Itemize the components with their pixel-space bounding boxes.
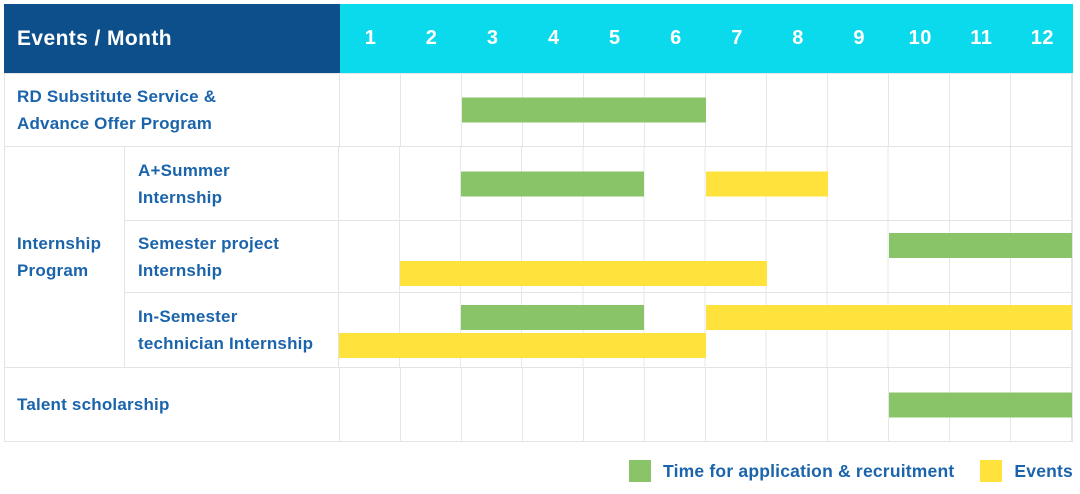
row-label-rd-substitute: RD Substitute Service & Advance Offer Pr… (5, 74, 340, 146)
gantt-track-rd-substitute (340, 74, 1072, 146)
legend-label-application: Time for application & recruitment (663, 460, 955, 481)
gantt-bar-application (462, 97, 706, 123)
internship-program-subrows: A+Summer Internship Semester project Int… (125, 147, 1072, 367)
row-label-in-semester-technician-internship: In-Semester technician Internship (125, 293, 339, 367)
month-header-cell: 1 (364, 27, 377, 49)
legend-item-application: Time for application & recruitment (629, 460, 954, 482)
row-label-talent-scholarship: Talent scholarship (5, 368, 340, 441)
gantt-bar-application (889, 392, 1072, 417)
table-row: A+Summer Internship (125, 147, 1072, 221)
month-header-cell: 3 (486, 27, 499, 49)
row-label-semester-project-internship: Semester project Internship (125, 221, 339, 292)
gantt-bar-application (888, 233, 1072, 258)
gantt-bar-application (461, 305, 645, 330)
yellow-swatch-icon (980, 460, 1003, 482)
month-header-cell: 7 (731, 27, 743, 49)
gantt-bar-application (461, 171, 645, 196)
month-header-strip: 1 2 3 4 5 6 7 8 9 10 11 12 (340, 4, 1073, 73)
gantt-schedule-table: Events / Month 1 2 3 4 5 6 7 8 9 10 11 1… (4, 4, 1073, 442)
table-row: Semester project Internship (125, 221, 1072, 293)
gantt-bar-events (705, 171, 828, 196)
month-header-cell: 10 (908, 27, 932, 49)
table-row: Talent scholarship (5, 368, 1072, 441)
month-header-cell: 6 (670, 27, 682, 49)
chart-legend: Time for application & recruitment Event… (629, 460, 1073, 482)
month-header-cell: 9 (853, 27, 865, 49)
legend-item-events: Events (980, 460, 1073, 482)
gantt-bar-events (400, 261, 767, 286)
month-header-cell: 2 (425, 27, 438, 49)
legend-label-events: Events (1014, 460, 1073, 481)
table-header-row: Events / Month 1 2 3 4 5 6 7 8 9 10 11 1… (4, 4, 1073, 73)
internship-program-group-row: Internship Program A+Summer Internship S… (5, 147, 1072, 368)
gantt-bar-events (705, 305, 1072, 330)
gantt-bar-events (339, 333, 706, 358)
green-swatch-icon (629, 460, 652, 482)
month-header-cell: 5 (609, 27, 621, 49)
row-label-a-summer-internship: A+Summer Internship (125, 147, 339, 220)
table-row: In-Semester technician Internship (125, 293, 1072, 367)
gantt-track-semester-project-internship (339, 221, 1072, 292)
table-body: RD Substitute Service & Advance Offer Pr… (4, 73, 1073, 442)
gantt-track-in-semester-technician-internship (339, 293, 1072, 367)
table-row: RD Substitute Service & Advance Offer Pr… (5, 74, 1072, 147)
month-header-cell: 12 (1030, 27, 1055, 49)
events-month-header: Events / Month (4, 4, 340, 73)
gantt-track-talent-scholarship (340, 368, 1072, 441)
month-header-cell: 11 (970, 27, 993, 49)
month-header-cell: 8 (792, 27, 804, 49)
group-label-internship-program: Internship Program (5, 147, 125, 367)
gantt-track-a-summer-internship (339, 147, 1072, 220)
month-header-cell: 4 (547, 27, 560, 49)
